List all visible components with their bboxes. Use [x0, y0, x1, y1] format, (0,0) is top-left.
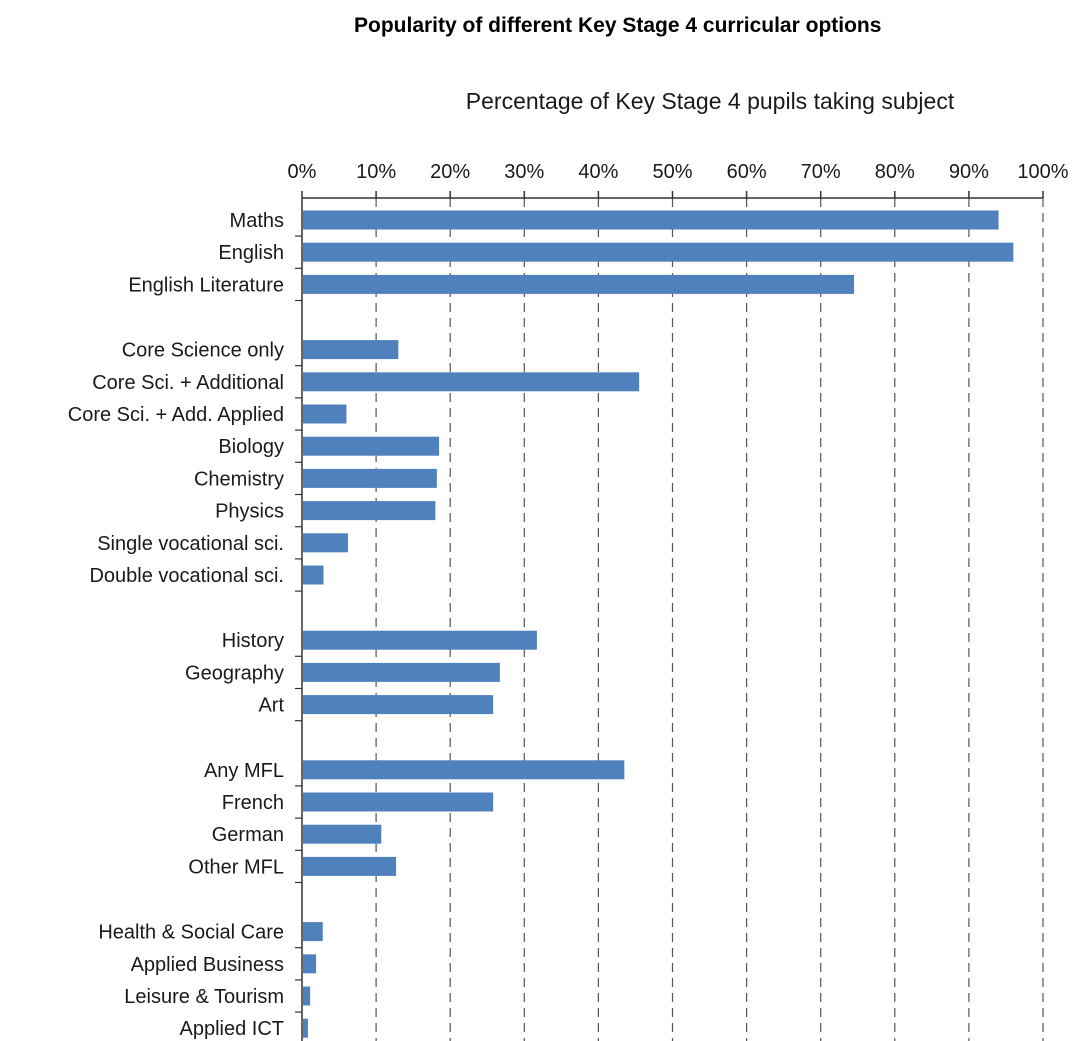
chart-title: Popularity of different Key Stage 4 curr… [354, 14, 882, 37]
bar [303, 468, 437, 488]
category-label: German [212, 824, 284, 846]
category-label: Applied Business [131, 954, 284, 976]
category-label: Applied ICT [180, 1018, 285, 1040]
category-label: Geography [185, 662, 284, 684]
bar [303, 922, 323, 942]
x-tick-label: 10% [356, 161, 396, 183]
axes: 0% 10% 20% 30% 40% 50% 60% 70% 80% 90% 100% [288, 161, 1069, 1041]
category-label: Maths [230, 210, 284, 232]
category-label: Double vocational sci. [89, 565, 284, 587]
category-label: Leisure & Tourism [124, 986, 284, 1008]
x-tick-label: 100% [1017, 161, 1068, 183]
x-tick-label: 80% [875, 161, 915, 183]
x-axis-title: Percentage of Key Stage 4 pupils taking … [466, 88, 955, 114]
category-label: Core Sci. + Additional [92, 372, 284, 394]
bar [303, 533, 348, 553]
category-label: Core Science only [122, 340, 284, 362]
category-label: Core Sci. + Add. Applied [68, 404, 284, 426]
gridlines [375, 198, 1044, 1041]
x-tick-label: 60% [727, 161, 767, 183]
category-label: French [222, 792, 284, 814]
bar [303, 760, 625, 780]
bar [303, 242, 1014, 262]
bar [303, 274, 855, 294]
category-label: History [222, 630, 284, 652]
bar [303, 986, 311, 1006]
bar [303, 824, 382, 844]
bar [303, 340, 399, 360]
bar [303, 1018, 308, 1038]
category-label: Chemistry [194, 468, 284, 490]
x-tick-label: 70% [801, 161, 841, 183]
x-tick-label: 90% [949, 161, 989, 183]
category-label: English Literature [128, 274, 284, 296]
category-label: Physics [215, 501, 284, 523]
bar [303, 630, 537, 650]
x-tick-label: 50% [652, 161, 692, 183]
bar [303, 856, 397, 876]
bar [303, 695, 494, 715]
category-label: Art [258, 695, 284, 717]
bar [303, 792, 494, 812]
bar [303, 565, 324, 585]
x-tick-label: 20% [430, 161, 470, 183]
x-tick-label: 30% [504, 161, 544, 183]
x-tick-label: 0% [288, 161, 317, 183]
category-label: Any MFL [204, 760, 284, 782]
bar [303, 436, 440, 456]
category-label: Biology [218, 436, 284, 458]
category-labels: Maths English English Literature Core Scien… [68, 210, 285, 1040]
category-label: Other MFL [188, 856, 284, 878]
category-label: Health & Social Care [98, 922, 284, 944]
category-label: Single vocational sci. [97, 533, 284, 555]
bar [303, 210, 999, 230]
bar [303, 372, 640, 392]
category-label: English [218, 242, 284, 264]
bar [303, 404, 347, 424]
bar [303, 662, 500, 682]
bars [303, 210, 1014, 1038]
x-tick-label: 40% [578, 161, 618, 183]
bar [303, 501, 436, 521]
bar [303, 954, 317, 974]
